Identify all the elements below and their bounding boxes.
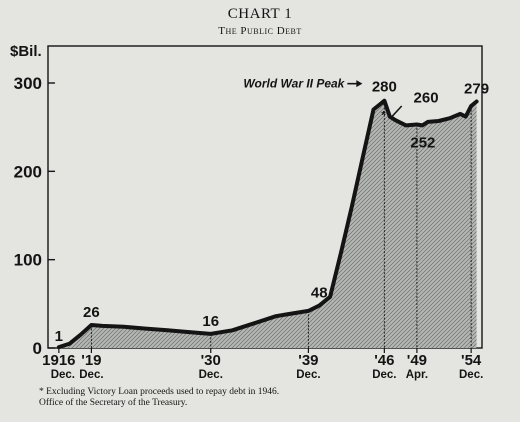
x-tick-month-first: Dec. [51, 369, 75, 381]
x-tick-month: Dec. [296, 369, 320, 381]
x-tick-year: 1916 [42, 352, 75, 369]
footnote-line-2: Office of the Secretary of the Treasury. [39, 398, 188, 408]
x-tick-year: '39 [298, 352, 318, 369]
y-tick-label: 200 [14, 162, 42, 181]
x-tick-year: '19 [81, 352, 101, 369]
x-tick-month: Apr. [406, 369, 428, 381]
debt-area [58, 100, 477, 348]
value-label-48: 48 [311, 285, 328, 302]
value-label-260: 260 [414, 89, 439, 106]
value-label-280: 280 [372, 79, 397, 96]
footnote: * Excluding Victory Loan proceeds used t… [39, 387, 279, 409]
x-tick-month: Dec. [372, 369, 396, 381]
x-tick-year: '54 [461, 352, 482, 369]
value-label-26: 26 [83, 304, 100, 321]
value-label-16: 16 [202, 313, 219, 330]
y-tick-label: 100 [14, 251, 42, 270]
leader-260 [391, 105, 403, 118]
chart-title: CHART 1 [227, 6, 293, 22]
footnote-line-1: * Excluding Victory Loan proceeds used t… [39, 387, 280, 397]
x-tick-month: Dec. [199, 369, 223, 381]
value-label-252: 252 [410, 134, 435, 151]
peak-asterisk: * [381, 109, 386, 121]
x-tick-year: '46 [374, 352, 394, 369]
public-debt-chart: $Bil. 01002003001916'19Dec.'30Dec.'39Dec… [10, 43, 489, 381]
value-label-1: 1 [55, 328, 63, 345]
value-label-279: 279 [464, 81, 489, 98]
peak-arrow-head [356, 80, 363, 88]
x-tick-year: '49 [407, 352, 427, 369]
x-tick-month: Dec. [79, 369, 103, 381]
debt-line [56, 98, 479, 350]
chart-subtitle: The Public Debt [218, 25, 302, 37]
y-tick-label: 300 [14, 74, 42, 93]
y-axis-label: $Bil. [10, 43, 42, 60]
x-tick-month: Dec. [459, 369, 483, 381]
y-tick-label: 0 [33, 339, 42, 358]
x-tick-year: '30 [201, 352, 221, 369]
peak-label: World War II Peak [243, 77, 345, 91]
